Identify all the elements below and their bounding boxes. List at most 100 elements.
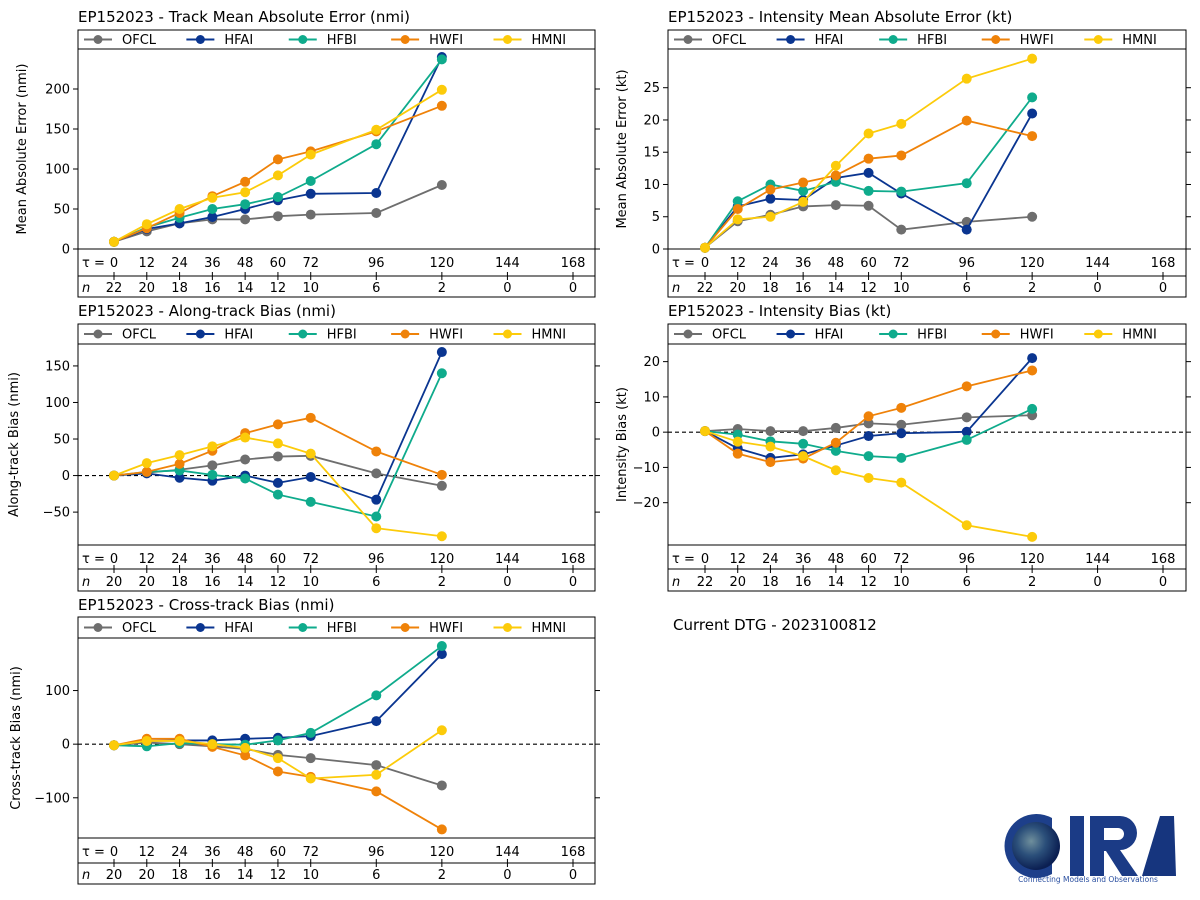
data-point xyxy=(371,468,382,479)
legend-label: HFBI xyxy=(327,33,357,48)
legend-item-hmni: HMNI xyxy=(493,328,566,343)
tau-tick-label: 0 xyxy=(110,845,118,860)
y-axis-label: Cross-track Bias (nmi) xyxy=(9,666,24,810)
data-point xyxy=(798,177,809,188)
legend-label: HWFI xyxy=(429,328,463,343)
series-line xyxy=(704,204,1033,249)
tau-tick-label: 168 xyxy=(561,845,586,860)
tau-tick-label: 48 xyxy=(828,552,845,567)
tau-tick-label: 24 xyxy=(171,256,188,271)
y-tick-label: −50 xyxy=(43,506,70,521)
n-count-label: 22 xyxy=(697,575,714,590)
data-point xyxy=(240,432,251,443)
data-point xyxy=(961,434,972,445)
data-point xyxy=(207,212,218,222)
data-point xyxy=(272,192,283,202)
y-tick-label: 10 xyxy=(643,390,660,405)
tau-tick-label: 36 xyxy=(795,552,812,567)
series-hwfi xyxy=(700,115,1038,253)
n-count-label: 2 xyxy=(1028,575,1036,590)
data-point xyxy=(961,381,972,392)
data-point xyxy=(240,454,251,465)
y-axis-label: Mean Absolute Error (kt) xyxy=(615,69,630,228)
data-point xyxy=(272,170,283,181)
tau-tick-label: 72 xyxy=(302,845,319,860)
legend-marker xyxy=(195,35,205,44)
n-count-label: 0 xyxy=(569,868,577,883)
data-point xyxy=(371,786,382,797)
legend-marker xyxy=(503,623,513,632)
tau-tick-label: 0 xyxy=(701,256,709,271)
tau-tick-label: 144 xyxy=(1085,552,1110,567)
data-point xyxy=(830,465,841,476)
tau-tick-label: 96 xyxy=(958,256,975,271)
y-tick-label: 50 xyxy=(53,203,70,218)
chart-along-track-bias: EP152023 - Along-track Bias (nmi) −50 0 50 1… xyxy=(7,302,600,592)
data-point xyxy=(896,419,907,430)
n-count-label: 0 xyxy=(569,575,577,590)
data-point xyxy=(305,773,316,784)
tau-label: τ = xyxy=(672,256,695,271)
data-point xyxy=(436,347,447,358)
data-point xyxy=(207,204,218,214)
n-count-label: 10 xyxy=(893,281,910,296)
n-count-label: 0 xyxy=(1159,575,1167,590)
legend-label: HWFI xyxy=(429,621,463,636)
tau-tick-label: 0 xyxy=(110,256,118,271)
n-count-label: 18 xyxy=(171,868,188,883)
data-point xyxy=(830,200,841,211)
series-hfai xyxy=(700,353,1038,463)
data-point xyxy=(305,188,316,199)
legend-label: HWFI xyxy=(1020,328,1054,343)
legend-label: OFCL xyxy=(712,328,747,343)
data-point xyxy=(272,419,283,430)
n-count-label: 20 xyxy=(106,868,123,883)
chart-title: EP152023 - Along-track Bias (nmi) xyxy=(78,302,336,320)
data-point xyxy=(1027,353,1038,364)
y-tick-label: 100 xyxy=(45,163,70,178)
tau-tick-label: 24 xyxy=(171,552,188,567)
y-tick-label: 0 xyxy=(62,469,70,484)
current-dtg-label: Current DTG - 2023100812 xyxy=(673,616,877,634)
legend-marker xyxy=(93,623,103,632)
data-point xyxy=(305,176,316,186)
legend-label: HFAI xyxy=(224,621,253,636)
legend-label: HFAI xyxy=(224,328,253,343)
data-point xyxy=(436,100,447,111)
legend-label: HFBI xyxy=(917,328,947,343)
data-point xyxy=(174,458,185,469)
data-point xyxy=(240,750,251,761)
data-point xyxy=(436,780,447,791)
data-point xyxy=(798,426,809,437)
legend-marker xyxy=(400,35,410,44)
data-point xyxy=(371,716,382,727)
tau-tick-label: 60 xyxy=(270,845,287,860)
tau-tick-label: 72 xyxy=(302,256,319,271)
data-point xyxy=(207,192,218,203)
tau-tick-label: 48 xyxy=(237,845,254,860)
series-hfai xyxy=(109,649,447,751)
legend-marker xyxy=(991,35,1001,44)
legend-marker xyxy=(1093,35,1103,44)
n-count-label: 16 xyxy=(204,281,221,296)
legend-marker xyxy=(683,35,693,44)
chart-title: EP152023 - Cross-track Bias (nmi) xyxy=(78,596,334,614)
legend-marker xyxy=(888,35,898,44)
legend-marker xyxy=(400,329,410,339)
data-point xyxy=(240,742,251,753)
n-count-label: 6 xyxy=(372,281,380,296)
data-point xyxy=(371,760,382,771)
legend-item-ofcl: OFCL xyxy=(84,328,157,343)
data-point xyxy=(798,185,809,196)
data-point xyxy=(436,824,447,835)
n-count-label: 0 xyxy=(1093,281,1101,296)
data-point xyxy=(863,431,874,442)
data-point xyxy=(240,199,251,210)
n-count-label: 2 xyxy=(438,868,446,883)
legend-item-hfai: HFAI xyxy=(186,621,253,636)
legend-label: HFAI xyxy=(815,328,844,343)
n-count-label: 6 xyxy=(372,575,380,590)
legend-item-hwfi: HWFI xyxy=(391,328,463,343)
tau-tick-label: 144 xyxy=(495,256,520,271)
legend-item-hfai: HFAI xyxy=(186,33,253,48)
